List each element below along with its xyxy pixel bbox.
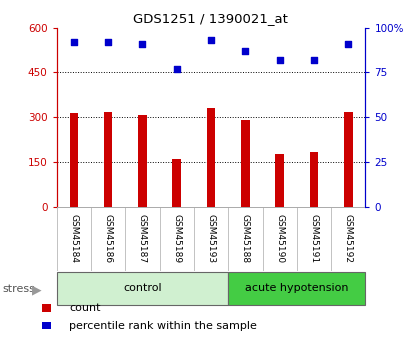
Text: GSM45188: GSM45188 — [241, 214, 250, 264]
Point — [345, 41, 352, 47]
Bar — [173, 159, 181, 207]
Text: control: control — [123, 283, 162, 293]
Text: GDS1251 / 1390021_at: GDS1251 / 1390021_at — [133, 12, 287, 25]
Text: GSM45184: GSM45184 — [69, 214, 79, 264]
Text: count: count — [69, 303, 101, 313]
Bar — [276, 154, 284, 207]
Point — [208, 37, 215, 43]
Text: GSM45193: GSM45193 — [207, 214, 215, 264]
Point — [139, 41, 146, 47]
Text: ▶: ▶ — [32, 283, 41, 296]
Point — [105, 39, 112, 45]
Bar — [344, 112, 352, 207]
Text: acute hypotension: acute hypotension — [245, 283, 349, 293]
Text: GSM45191: GSM45191 — [310, 214, 318, 264]
Text: percentile rank within the sample: percentile rank within the sample — [69, 321, 257, 331]
Text: GSM45192: GSM45192 — [344, 214, 353, 264]
Text: GSM45187: GSM45187 — [138, 214, 147, 264]
Point — [310, 57, 318, 63]
Text: GSM45186: GSM45186 — [104, 214, 113, 264]
Bar — [138, 115, 147, 207]
Text: stress: stress — [2, 284, 35, 294]
Bar — [104, 112, 113, 207]
FancyBboxPatch shape — [228, 272, 365, 305]
Bar — [310, 152, 318, 207]
FancyBboxPatch shape — [57, 272, 228, 305]
Text: GSM45190: GSM45190 — [275, 214, 284, 264]
Bar — [70, 113, 78, 207]
Text: GSM45189: GSM45189 — [172, 214, 181, 264]
Bar — [241, 120, 249, 207]
Point — [276, 57, 283, 63]
Point — [71, 39, 77, 45]
Point — [173, 66, 180, 72]
Bar — [207, 108, 215, 207]
Point — [242, 48, 249, 54]
